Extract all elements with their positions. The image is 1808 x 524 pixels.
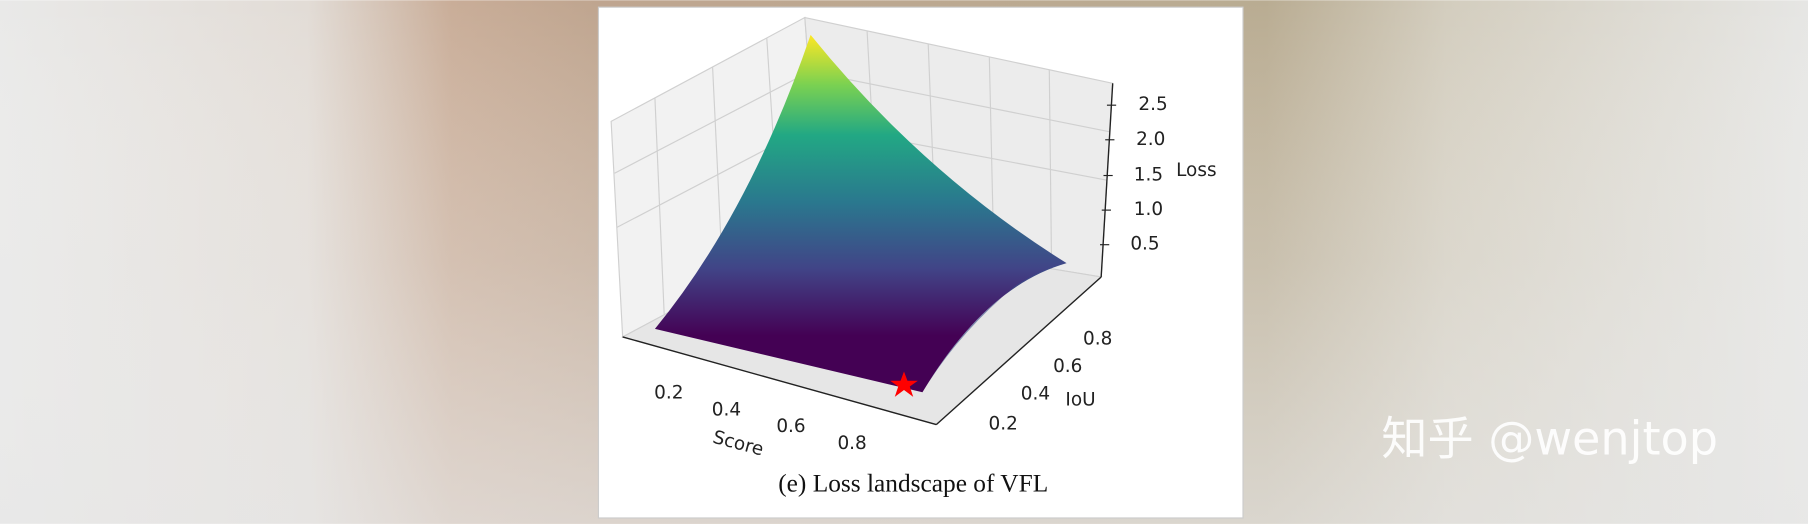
grid-line xyxy=(614,71,810,174)
tick-label: 0.4 xyxy=(712,400,741,421)
y-axis-label: IoU xyxy=(1065,389,1095,410)
grid-line xyxy=(809,71,1110,133)
tick-labels: 2.52.01.51.00.50.80.60.40.20.20.40.60.8 xyxy=(654,94,1168,454)
grid-line xyxy=(654,98,665,314)
z-axis-label: Loss xyxy=(1176,160,1216,181)
tick-label: 1.5 xyxy=(1134,165,1163,186)
tick-label: 1.0 xyxy=(1134,199,1163,220)
x-axis-line xyxy=(622,336,937,426)
loss-surface xyxy=(654,34,1067,393)
optimum-star xyxy=(890,371,918,397)
tick-label: 2.0 xyxy=(1136,129,1165,150)
tick-label: 0.8 xyxy=(1083,328,1112,349)
y-axis-line xyxy=(935,276,1102,426)
tick-label: 0.6 xyxy=(776,416,805,437)
tick-label: 0.6 xyxy=(1053,356,1082,377)
tick-label: 0.5 xyxy=(1130,234,1159,255)
tick-label: 0.4 xyxy=(1021,384,1050,405)
tick-label: 0.8 xyxy=(837,433,866,454)
watermark: 知乎 @wenjtop xyxy=(1381,411,1718,465)
figure-caption: (e) Loss landscape of VFL xyxy=(778,470,1048,498)
tick-label: 0.2 xyxy=(988,414,1017,435)
tick-label: 0.2 xyxy=(654,382,683,403)
tick-label: 2.5 xyxy=(1138,94,1167,115)
